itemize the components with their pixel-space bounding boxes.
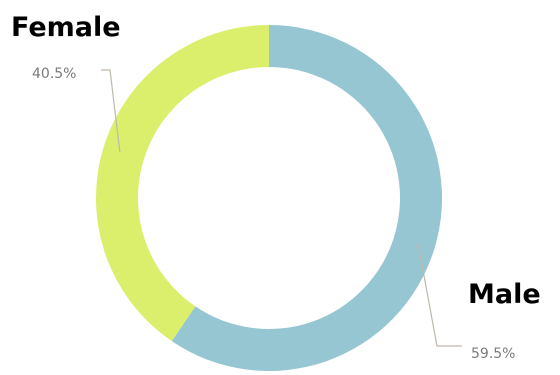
slice-group (96, 25, 442, 371)
leader-line-male (417, 243, 462, 347)
leader-line-group (101, 69, 462, 347)
leader-line-female (101, 69, 121, 153)
category-label-male: Male (468, 279, 541, 310)
donut-slice-male (171, 25, 442, 371)
value-label-female: 40.5% (32, 66, 76, 82)
donut-slice-female (96, 25, 269, 342)
category-label-female: Female (11, 12, 121, 43)
value-label-male: 59.5% (471, 346, 515, 362)
